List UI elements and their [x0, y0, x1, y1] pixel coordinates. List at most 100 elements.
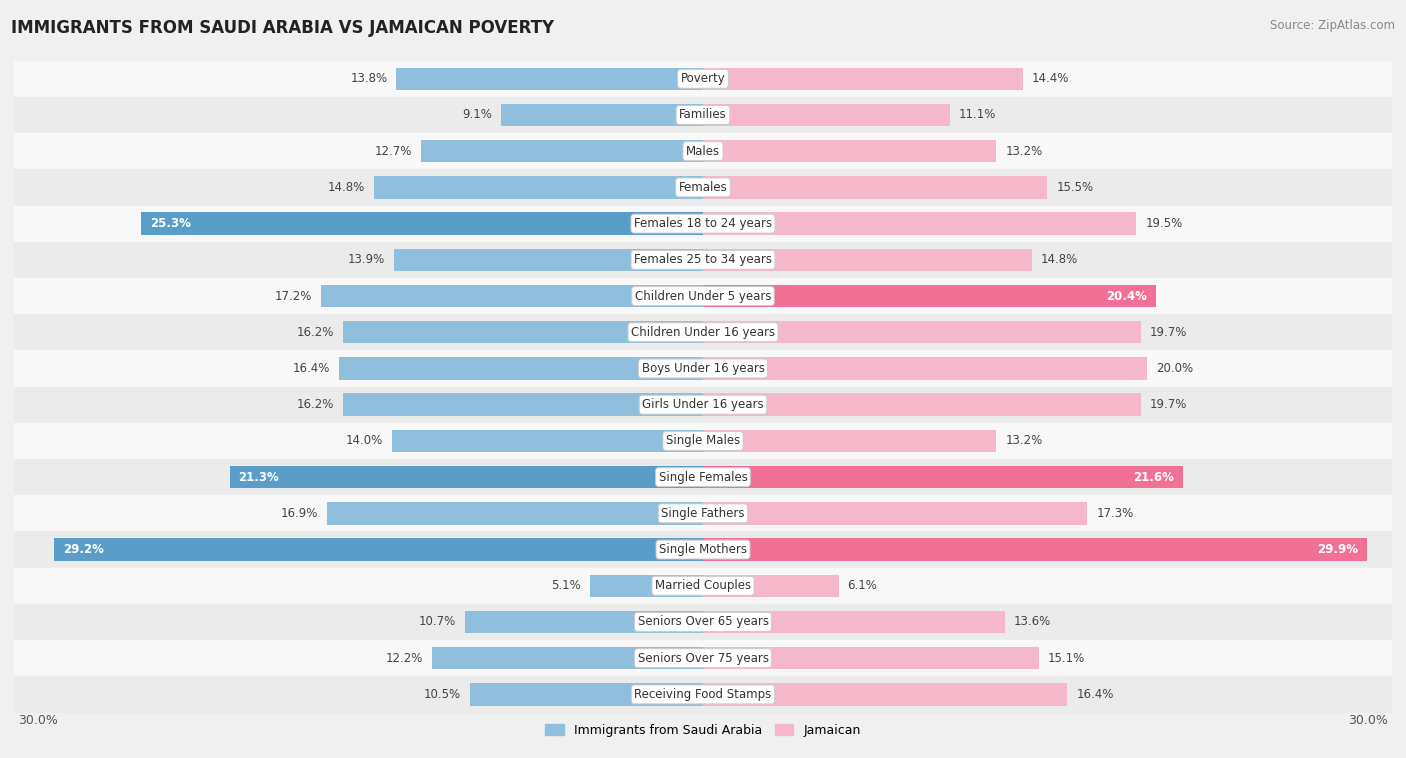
- Bar: [703, 104, 949, 126]
- Bar: [470, 683, 703, 706]
- Bar: [703, 212, 1136, 235]
- Bar: [14, 459, 1392, 495]
- Text: 16.2%: 16.2%: [297, 398, 335, 411]
- Bar: [339, 357, 703, 380]
- Text: 13.2%: 13.2%: [1005, 145, 1042, 158]
- Bar: [14, 423, 1392, 459]
- Text: 14.8%: 14.8%: [1040, 253, 1078, 266]
- Text: 15.5%: 15.5%: [1056, 181, 1094, 194]
- Bar: [14, 169, 1392, 205]
- Text: 19.5%: 19.5%: [1146, 217, 1182, 230]
- Text: IMMIGRANTS FROM SAUDI ARABIA VS JAMAICAN POVERTY: IMMIGRANTS FROM SAUDI ARABIA VS JAMAICAN…: [11, 19, 554, 37]
- Bar: [465, 611, 703, 633]
- Text: Females 25 to 34 years: Females 25 to 34 years: [634, 253, 772, 266]
- Text: Receiving Food Stamps: Receiving Food Stamps: [634, 688, 772, 701]
- Bar: [14, 314, 1392, 350]
- Text: 30.0%: 30.0%: [1347, 714, 1388, 728]
- Text: Girls Under 16 years: Girls Under 16 years: [643, 398, 763, 411]
- Text: 19.7%: 19.7%: [1150, 326, 1187, 339]
- Bar: [703, 249, 1032, 271]
- Text: 17.3%: 17.3%: [1097, 507, 1133, 520]
- Bar: [703, 611, 1005, 633]
- Bar: [14, 495, 1392, 531]
- Bar: [14, 640, 1392, 676]
- Bar: [374, 176, 703, 199]
- Text: 14.8%: 14.8%: [328, 181, 366, 194]
- Text: 12.2%: 12.2%: [385, 652, 423, 665]
- Text: 20.0%: 20.0%: [1156, 362, 1194, 375]
- Text: Females 18 to 24 years: Females 18 to 24 years: [634, 217, 772, 230]
- Text: 5.1%: 5.1%: [551, 579, 581, 592]
- Text: 13.9%: 13.9%: [347, 253, 385, 266]
- Bar: [14, 205, 1392, 242]
- Text: 30.0%: 30.0%: [18, 714, 59, 728]
- Bar: [703, 357, 1147, 380]
- Bar: [14, 133, 1392, 169]
- Bar: [53, 538, 703, 561]
- Text: Single Females: Single Females: [658, 471, 748, 484]
- Text: 14.0%: 14.0%: [346, 434, 382, 447]
- Text: 16.2%: 16.2%: [297, 326, 335, 339]
- Bar: [14, 278, 1392, 314]
- Text: Males: Males: [686, 145, 720, 158]
- Text: Children Under 5 years: Children Under 5 years: [634, 290, 772, 302]
- Text: 21.3%: 21.3%: [239, 471, 280, 484]
- Text: 12.7%: 12.7%: [374, 145, 412, 158]
- Text: 11.1%: 11.1%: [959, 108, 995, 121]
- Bar: [703, 502, 1087, 525]
- Text: Boys Under 16 years: Boys Under 16 years: [641, 362, 765, 375]
- Bar: [343, 321, 703, 343]
- Bar: [703, 67, 1024, 90]
- Bar: [141, 212, 703, 235]
- Bar: [392, 430, 703, 452]
- Bar: [703, 176, 1047, 199]
- Text: 16.9%: 16.9%: [281, 507, 319, 520]
- Bar: [703, 683, 1067, 706]
- Text: Single Mothers: Single Mothers: [659, 543, 747, 556]
- Text: 29.9%: 29.9%: [1317, 543, 1358, 556]
- Bar: [703, 466, 1182, 488]
- Text: 14.4%: 14.4%: [1032, 72, 1070, 85]
- Bar: [328, 502, 703, 525]
- Text: Seniors Over 75 years: Seniors Over 75 years: [637, 652, 769, 665]
- Bar: [703, 647, 1039, 669]
- Text: 19.7%: 19.7%: [1150, 398, 1187, 411]
- Text: 13.2%: 13.2%: [1005, 434, 1042, 447]
- Bar: [703, 393, 1140, 416]
- Text: 15.1%: 15.1%: [1047, 652, 1084, 665]
- Legend: Immigrants from Saudi Arabia, Jamaican: Immigrants from Saudi Arabia, Jamaican: [540, 719, 866, 742]
- Bar: [703, 575, 838, 597]
- Text: 13.6%: 13.6%: [1014, 615, 1052, 628]
- Bar: [14, 97, 1392, 133]
- Bar: [703, 285, 1156, 307]
- Bar: [14, 350, 1392, 387]
- Bar: [14, 604, 1392, 640]
- Text: 13.8%: 13.8%: [350, 72, 388, 85]
- Bar: [394, 249, 703, 271]
- Bar: [14, 568, 1392, 604]
- Text: Seniors Over 65 years: Seniors Over 65 years: [637, 615, 769, 628]
- Text: 10.7%: 10.7%: [419, 615, 457, 628]
- Bar: [14, 531, 1392, 568]
- Bar: [343, 393, 703, 416]
- Text: Single Fathers: Single Fathers: [661, 507, 745, 520]
- Bar: [420, 140, 703, 162]
- Text: Children Under 16 years: Children Under 16 years: [631, 326, 775, 339]
- Text: Families: Families: [679, 108, 727, 121]
- Text: 16.4%: 16.4%: [292, 362, 329, 375]
- Bar: [14, 387, 1392, 423]
- Bar: [14, 676, 1392, 713]
- Bar: [703, 538, 1368, 561]
- Bar: [14, 61, 1392, 97]
- Text: Females: Females: [679, 181, 727, 194]
- Bar: [14, 242, 1392, 278]
- Bar: [396, 67, 703, 90]
- Text: 25.3%: 25.3%: [149, 217, 190, 230]
- Text: 6.1%: 6.1%: [848, 579, 877, 592]
- Bar: [501, 104, 703, 126]
- Bar: [703, 430, 997, 452]
- Bar: [229, 466, 703, 488]
- Text: Single Males: Single Males: [666, 434, 740, 447]
- Text: Married Couples: Married Couples: [655, 579, 751, 592]
- Text: 16.4%: 16.4%: [1077, 688, 1114, 701]
